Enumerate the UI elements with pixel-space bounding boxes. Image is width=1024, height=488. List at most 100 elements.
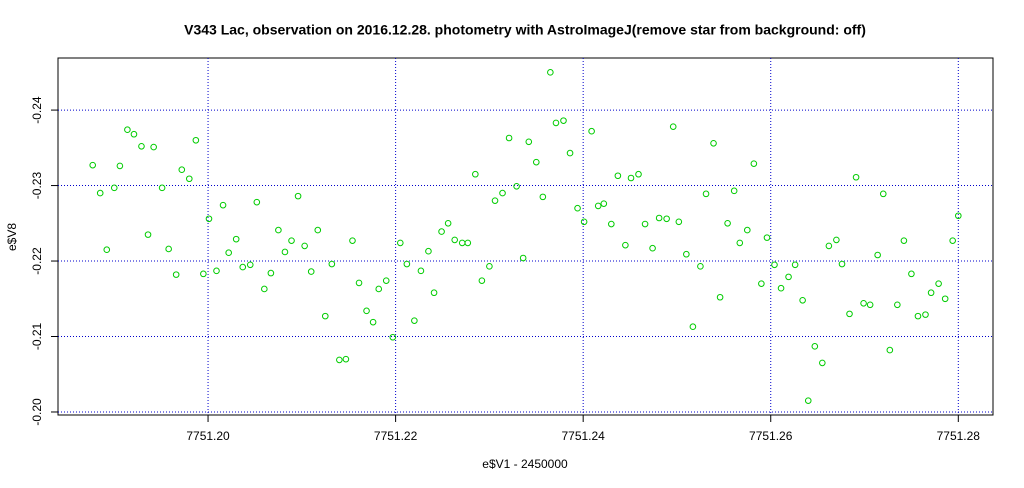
point xyxy=(955,212,962,220)
point xyxy=(144,231,152,238)
point xyxy=(261,285,268,293)
y-tick-label: -0.20 xyxy=(30,398,44,426)
point xyxy=(743,226,751,234)
point xyxy=(342,355,350,363)
point xyxy=(89,161,96,169)
point xyxy=(833,236,840,244)
point xyxy=(879,190,887,198)
plot-frame xyxy=(57,57,994,416)
point xyxy=(253,198,261,206)
x-tick-label: 7751.26 xyxy=(749,429,793,443)
point xyxy=(349,237,356,244)
point xyxy=(336,356,343,364)
point xyxy=(275,226,282,234)
point xyxy=(860,299,867,307)
point xyxy=(799,296,806,304)
point xyxy=(710,139,717,147)
point xyxy=(622,241,629,249)
point xyxy=(702,190,710,198)
point xyxy=(594,202,602,210)
y-axis-label: e$V8 xyxy=(5,223,19,251)
x-tick-label: 7751.28 xyxy=(937,429,981,443)
point xyxy=(519,254,527,262)
point xyxy=(641,220,649,228)
point xyxy=(683,250,690,258)
point xyxy=(124,126,131,134)
point xyxy=(566,149,574,157)
point xyxy=(130,130,138,138)
point xyxy=(219,201,227,209)
point xyxy=(532,158,540,166)
point xyxy=(438,228,445,235)
point xyxy=(314,226,322,234)
point xyxy=(539,193,547,201)
point xyxy=(758,280,765,287)
point xyxy=(363,307,370,315)
point xyxy=(750,160,758,167)
point xyxy=(472,170,479,178)
point xyxy=(397,239,404,247)
point xyxy=(369,318,377,326)
point xyxy=(819,359,826,367)
point xyxy=(608,220,615,228)
x-axis-label: e$V1 - 2450000 xyxy=(482,457,568,471)
point xyxy=(791,261,799,269)
point xyxy=(178,166,186,174)
point xyxy=(874,251,881,259)
point xyxy=(158,184,166,192)
point xyxy=(935,280,942,287)
point xyxy=(894,301,901,309)
point xyxy=(307,268,315,275)
point xyxy=(560,117,567,124)
point xyxy=(499,189,506,197)
point xyxy=(846,310,853,318)
point xyxy=(389,333,397,341)
point xyxy=(730,187,738,195)
point xyxy=(103,246,111,254)
point xyxy=(600,200,608,207)
point xyxy=(200,270,207,278)
point xyxy=(355,279,363,287)
point xyxy=(724,219,731,227)
point xyxy=(96,189,104,197)
y-tick-label: -0.22 xyxy=(30,247,44,275)
point xyxy=(655,214,663,222)
point xyxy=(614,172,622,180)
point xyxy=(777,284,785,292)
point xyxy=(771,261,778,269)
point xyxy=(451,236,458,244)
point xyxy=(225,249,232,257)
y-tick-label: -0.23 xyxy=(30,172,44,200)
point xyxy=(458,239,466,247)
point xyxy=(464,239,472,247)
point xyxy=(852,173,860,181)
point xyxy=(763,234,771,241)
point xyxy=(185,175,193,183)
point xyxy=(505,134,513,142)
point xyxy=(675,218,683,226)
point xyxy=(294,192,302,200)
point xyxy=(486,263,493,270)
point xyxy=(411,317,418,324)
point xyxy=(375,285,383,293)
point xyxy=(478,277,486,284)
point xyxy=(165,245,172,253)
point xyxy=(838,260,846,268)
point xyxy=(110,184,118,192)
point xyxy=(908,270,915,278)
point xyxy=(246,261,254,269)
point xyxy=(627,174,635,182)
point xyxy=(716,293,724,301)
point xyxy=(425,247,432,255)
point xyxy=(927,289,935,297)
point xyxy=(825,242,833,250)
point xyxy=(804,397,812,404)
x-tick-label: 7751.22 xyxy=(374,429,418,443)
chart-title: V343 Lac, observation on 2016.12.28. pho… xyxy=(184,22,866,38)
point xyxy=(736,239,744,247)
point xyxy=(430,289,438,297)
point xyxy=(922,311,929,318)
point xyxy=(205,215,213,223)
point xyxy=(785,273,792,281)
